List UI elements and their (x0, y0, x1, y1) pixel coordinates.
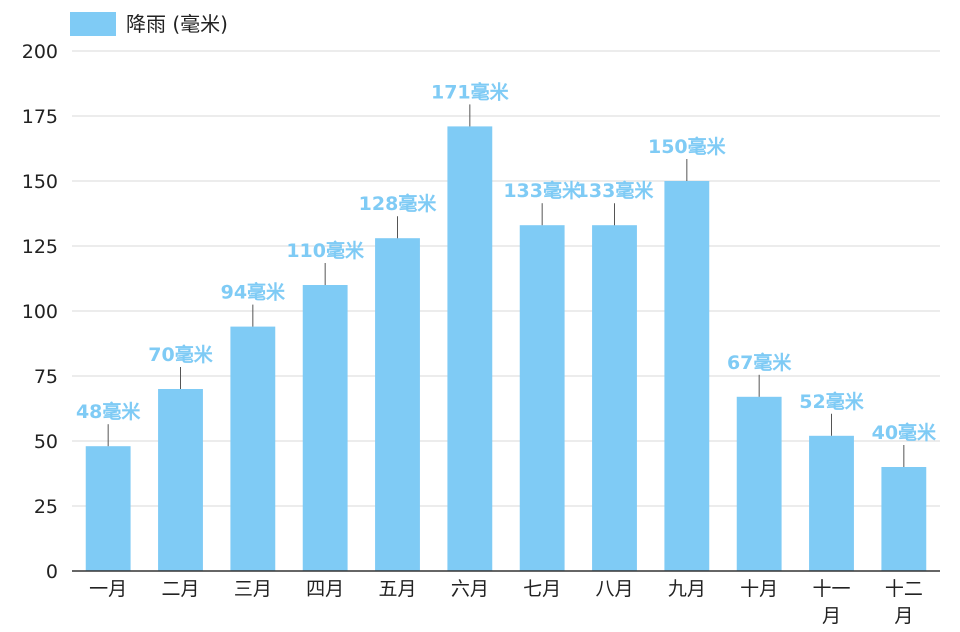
data-label: 67毫米 (727, 351, 792, 374)
gridlines (72, 50, 940, 507)
x-tick-label: 九月 (668, 578, 706, 600)
y-tick-label: 75 (34, 366, 58, 388)
bar (664, 181, 710, 571)
x-tick-label: 七月 (523, 578, 561, 600)
x-tick-label: 三月 (234, 578, 272, 600)
legend: 降雨 (毫米) (70, 12, 228, 36)
bar (592, 225, 637, 571)
bar (375, 238, 420, 571)
data-label: 110毫米 (286, 239, 365, 262)
data-label: 70毫米 (148, 343, 213, 366)
x-tick-label: 六月 (451, 578, 489, 600)
data-label: 150毫米 (648, 135, 727, 158)
bars (85, 126, 927, 572)
x-tick-label: 五月 (378, 578, 416, 600)
y-tick-label: 0 (46, 561, 58, 583)
data-label: 133毫米 (503, 179, 582, 202)
bar (881, 467, 927, 571)
legend-swatch (70, 12, 116, 36)
bar (158, 389, 203, 571)
x-tick-label: 四月 (306, 578, 344, 600)
data-label: 40毫米 (872, 421, 937, 444)
data-label: 48毫米 (76, 400, 141, 423)
bar (85, 446, 131, 571)
label-leader-lines (107, 104, 905, 467)
x-tick-label: 十二月 (885, 578, 923, 627)
x-tick-label: 十一月 (812, 578, 850, 627)
data-label: 52毫米 (799, 390, 864, 413)
bar (447, 126, 493, 572)
y-axis: 0 25 50 75 100 125 150 175 200 (22, 41, 58, 583)
y-tick-label: 175 (22, 106, 58, 128)
bar (736, 396, 782, 571)
bar (230, 326, 276, 571)
bar (809, 435, 854, 571)
data-label: 171毫米 (431, 80, 510, 103)
data-label: 128毫米 (359, 192, 438, 215)
y-tick-label: 100 (22, 301, 58, 323)
data-label: 94毫米 (221, 281, 286, 304)
bar (302, 285, 348, 571)
legend-label: 降雨 (毫米) (126, 12, 228, 36)
y-tick-label: 150 (22, 171, 58, 193)
x-tick-label: 一月 (89, 578, 127, 600)
data-label: 133毫米 (576, 179, 655, 202)
x-tick-label: 八月 (595, 578, 633, 600)
y-tick-label: 125 (22, 236, 58, 258)
bar (519, 225, 565, 571)
x-tick-label: 十月 (740, 578, 778, 600)
x-tick-label: 二月 (161, 578, 199, 600)
y-tick-label: 50 (34, 431, 58, 453)
y-tick-label: 25 (34, 496, 58, 518)
y-tick-label: 200 (22, 41, 58, 63)
